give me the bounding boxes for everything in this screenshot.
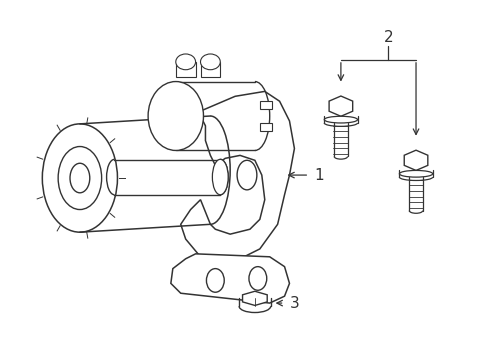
Ellipse shape	[212, 159, 228, 195]
Ellipse shape	[42, 124, 117, 232]
Polygon shape	[170, 254, 289, 303]
Polygon shape	[259, 123, 271, 131]
Polygon shape	[404, 150, 427, 170]
Ellipse shape	[70, 163, 90, 193]
Ellipse shape	[200, 54, 220, 70]
Text: 3: 3	[289, 296, 299, 311]
Text: 2: 2	[383, 30, 392, 45]
Polygon shape	[328, 96, 352, 116]
Polygon shape	[242, 291, 266, 305]
Ellipse shape	[148, 82, 203, 150]
Ellipse shape	[248, 267, 266, 290]
Ellipse shape	[324, 116, 357, 123]
Ellipse shape	[206, 269, 224, 292]
Polygon shape	[175, 62, 195, 77]
Ellipse shape	[175, 54, 195, 70]
Ellipse shape	[58, 147, 102, 210]
Polygon shape	[200, 62, 220, 77]
Text: 1: 1	[314, 167, 323, 183]
Ellipse shape	[399, 170, 432, 177]
Ellipse shape	[237, 160, 256, 190]
Polygon shape	[181, 91, 294, 264]
Polygon shape	[259, 101, 271, 109]
